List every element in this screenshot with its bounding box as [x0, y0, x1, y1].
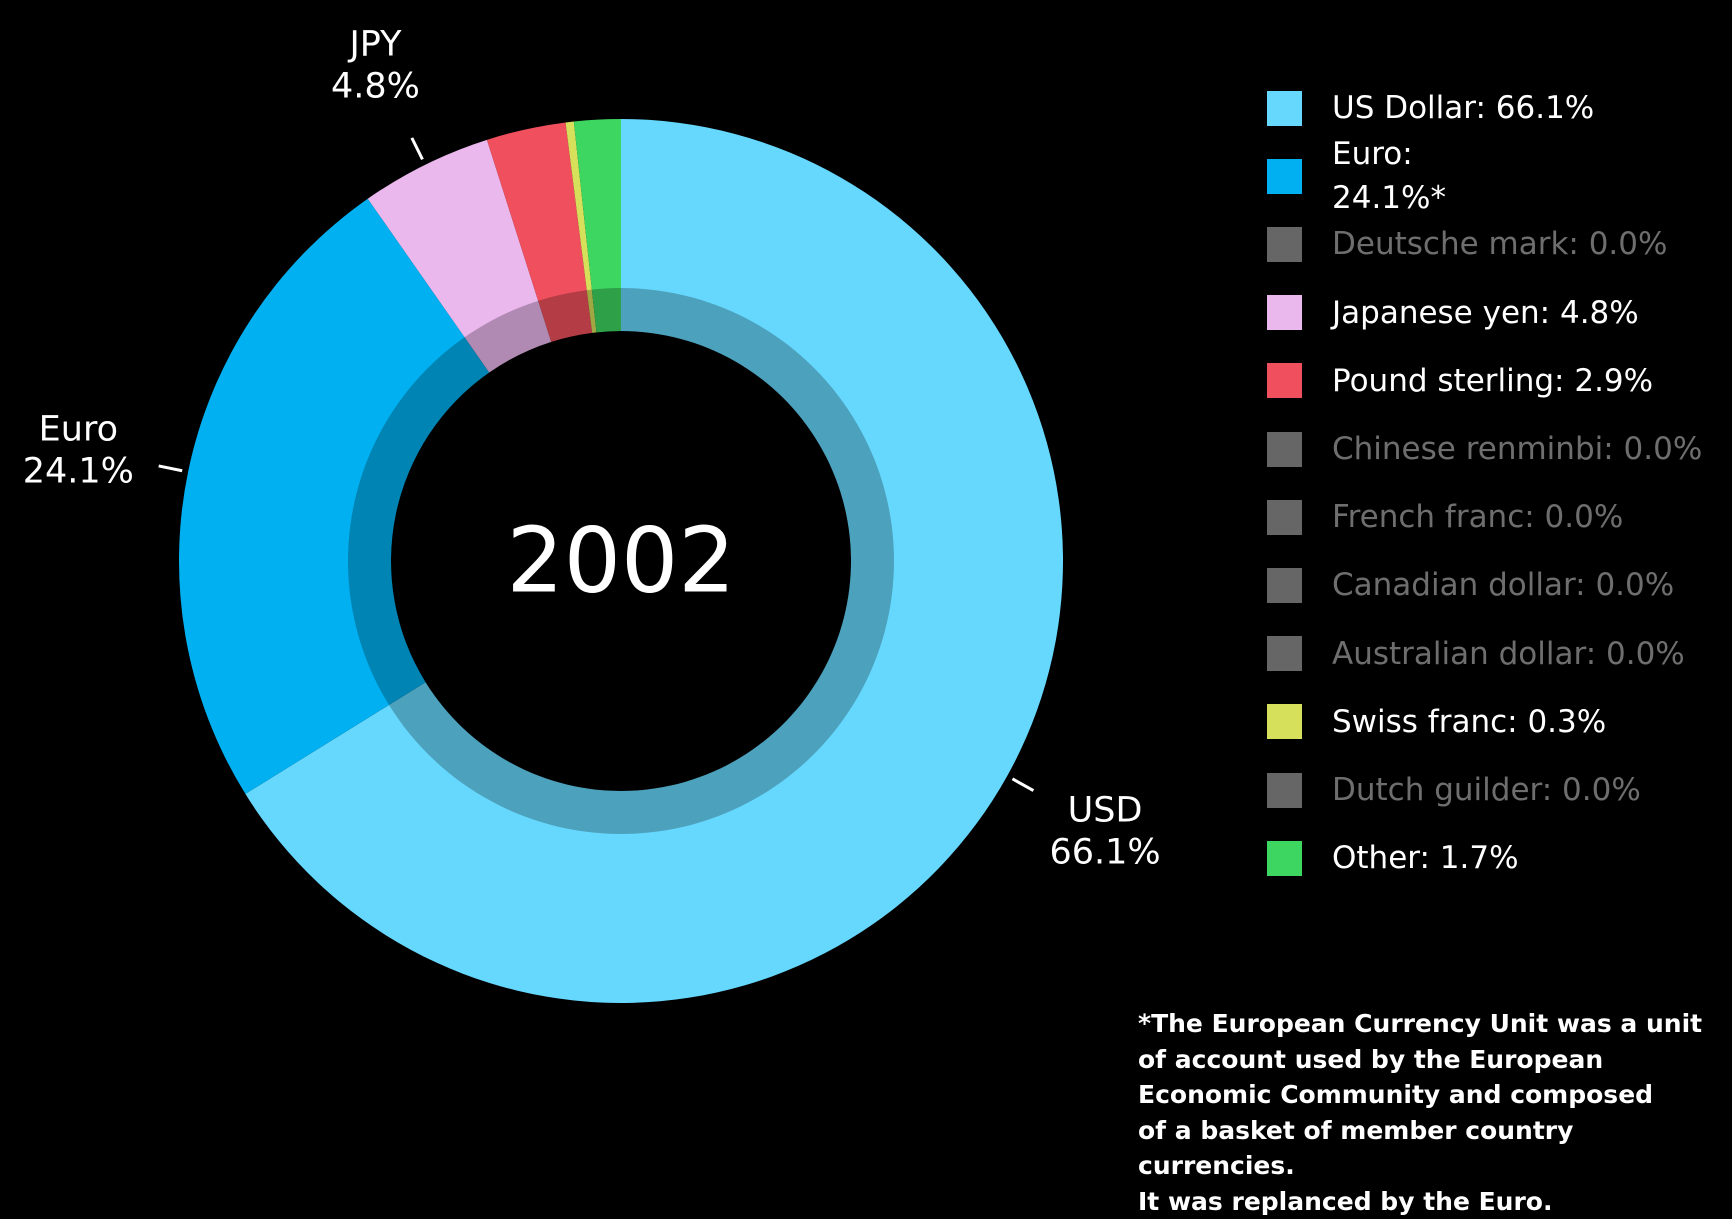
legend-swatch: [1267, 226, 1302, 262]
legend-swatch: [1267, 431, 1302, 467]
legend-swatch: [1267, 295, 1302, 331]
legend-label: Deutsche mark: 0.0%: [1332, 226, 1668, 263]
legend-swatch: [1267, 90, 1302, 126]
callout-line: [410, 137, 424, 161]
legend-item: Other: 1.7%: [1267, 836, 1727, 880]
legend-swatch: [1267, 840, 1302, 876]
legend-label: Japanese yen: 4.8%: [1332, 294, 1639, 331]
legend-label: French franc: 0.0%: [1332, 499, 1624, 536]
slice: [565, 121, 597, 333]
slice: [367, 139, 552, 373]
legend-label: Pound sterling: 2.9%: [1332, 362, 1654, 399]
legend-item: Deutsche mark: 0.0%: [1267, 222, 1727, 266]
legend-swatch: [1267, 704, 1302, 740]
legend-label: Other: 1.7%: [1332, 840, 1519, 877]
legend-swatch: [1267, 772, 1302, 808]
legend-label: Canadian dollar: 0.0%: [1332, 567, 1675, 604]
legend-swatch: [1267, 567, 1302, 603]
legend-item: Swiss franc: 0.3%: [1267, 700, 1727, 744]
legend-label: Chinese renminbi: 0.0%: [1332, 431, 1703, 467]
legend-item: Japanese yen: 4.8%: [1267, 291, 1727, 335]
callout-value: 24.1%: [23, 451, 134, 491]
callout-name: USD: [1068, 790, 1143, 830]
legend-item: Euro: 24.1%*: [1267, 132, 1727, 220]
slice: [573, 119, 621, 333]
legend-item: Pound sterling: 2.9%: [1267, 359, 1727, 403]
legend-label: Euro: 24.1%*: [1332, 136, 1446, 217]
legend-item: US Dollar: 66.1%: [1267, 86, 1727, 130]
callout-line: [158, 464, 183, 473]
legend-item: Australian dollar: 0.0%: [1267, 632, 1727, 676]
legend-item: Dutch guilder: 0.0%: [1267, 768, 1727, 812]
callout-value: 66.1%: [1049, 832, 1160, 872]
legend-swatch: [1267, 363, 1302, 399]
legend-swatch: [1267, 636, 1302, 672]
legend-item: Canadian dollar: 0.0%: [1267, 563, 1727, 607]
callout-name: Euro: [39, 409, 118, 449]
legend-label: Dutch guilder: 0.0%: [1332, 772, 1641, 808]
legend-label: Swiss franc: 0.3%: [1332, 703, 1607, 740]
slice: [245, 119, 1064, 1004]
center-label: 2002: [506, 509, 735, 614]
callout-name: JPY: [347, 24, 402, 64]
legend-label: Australian dollar: 0.0%: [1332, 635, 1685, 672]
slice: [486, 122, 593, 342]
legend-item: Chinese renminbi: 0.0%: [1267, 427, 1727, 471]
callout-line: [1011, 777, 1035, 792]
slice: [179, 198, 490, 794]
footnote: *The European Currency Unit was a unit o…: [1138, 1009, 1703, 1216]
legend-swatch: [1267, 158, 1302, 194]
legend-label: US Dollar: 66.1%: [1332, 90, 1595, 126]
legend-swatch: [1267, 499, 1302, 535]
callout-value: 4.8%: [331, 66, 420, 106]
legend-item: French franc: 0.0%: [1267, 495, 1727, 539]
